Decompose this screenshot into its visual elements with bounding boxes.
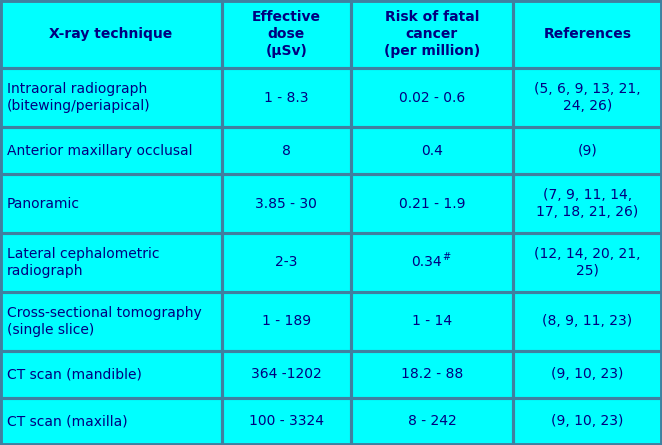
Text: (9, 10, 23): (9, 10, 23) [551, 414, 624, 429]
Text: Anterior maxillary occlusal: Anterior maxillary occlusal [7, 144, 192, 158]
Text: (9): (9) [578, 144, 597, 158]
Bar [513, 69, 662, 127]
Text: X-ray technique: X-ray technique [49, 27, 173, 41]
Bar [351, 0, 513, 69]
Bar [513, 127, 662, 174]
Bar [351, 233, 513, 292]
Text: 18.2 - 88: 18.2 - 88 [401, 367, 463, 381]
Text: 2-3: 2-3 [275, 255, 297, 270]
Bar [351, 127, 513, 174]
Text: Lateral cephalometric
radiograph: Lateral cephalometric radiograph [7, 247, 159, 278]
Bar [351, 69, 513, 127]
Text: 8 - 242: 8 - 242 [408, 414, 456, 429]
Bar [513, 292, 662, 351]
Text: Risk of fatal
cancer
(per million): Risk of fatal cancer (per million) [384, 10, 480, 58]
Bar [0, 69, 222, 127]
Text: #: # [442, 252, 451, 262]
Text: 0.4: 0.4 [421, 144, 443, 158]
Bar [351, 351, 513, 398]
Text: CT scan (mandible): CT scan (mandible) [7, 367, 142, 381]
Text: 0.21 - 1.9: 0.21 - 1.9 [399, 197, 465, 211]
Bar [513, 398, 662, 445]
Text: 0.34: 0.34 [411, 255, 442, 270]
Bar [0, 233, 222, 292]
Text: CT scan (maxilla): CT scan (maxilla) [7, 414, 127, 429]
Text: Cross-sectional tomography
(single slice): Cross-sectional tomography (single slice… [7, 306, 201, 336]
Text: Effective
dose
(μSv): Effective dose (μSv) [252, 10, 321, 58]
Bar [0, 292, 222, 351]
Text: 364 -1202: 364 -1202 [251, 367, 322, 381]
Bar [351, 174, 513, 233]
Text: 1 - 8.3: 1 - 8.3 [264, 91, 308, 105]
Bar [222, 351, 351, 398]
Bar [222, 398, 351, 445]
Bar [351, 292, 513, 351]
Bar [513, 0, 662, 69]
Bar [0, 174, 222, 233]
Bar [222, 0, 351, 69]
Text: Intraoral radiograph
(bitewing/periapical): Intraoral radiograph (bitewing/periapica… [7, 82, 150, 113]
Bar [0, 0, 222, 69]
Bar [351, 398, 513, 445]
Text: Panoramic: Panoramic [7, 197, 79, 211]
Text: 8: 8 [282, 144, 291, 158]
Bar [0, 351, 222, 398]
Bar [222, 233, 351, 292]
Text: 1 - 189: 1 - 189 [261, 314, 311, 328]
Text: (8, 9, 11, 23): (8, 9, 11, 23) [542, 314, 633, 328]
Text: 100 - 3324: 100 - 3324 [249, 414, 324, 429]
Bar [222, 292, 351, 351]
Bar [513, 233, 662, 292]
Bar [0, 127, 222, 174]
Text: 1 - 14: 1 - 14 [412, 314, 452, 328]
Bar [222, 174, 351, 233]
Bar [513, 174, 662, 233]
Text: (12, 14, 20, 21,
25): (12, 14, 20, 21, 25) [534, 247, 641, 278]
Bar [222, 127, 351, 174]
Text: (5, 6, 9, 13, 21,
24, 26): (5, 6, 9, 13, 21, 24, 26) [534, 82, 641, 113]
Bar [513, 351, 662, 398]
Text: (7, 9, 11, 14,
17, 18, 21, 26): (7, 9, 11, 14, 17, 18, 21, 26) [536, 188, 639, 219]
Text: 3.85 - 30: 3.85 - 30 [256, 197, 317, 211]
Bar [222, 69, 351, 127]
Bar [0, 398, 222, 445]
Text: 0.02 - 0.6: 0.02 - 0.6 [399, 91, 465, 105]
Text: (9, 10, 23): (9, 10, 23) [551, 367, 624, 381]
Text: References: References [544, 27, 632, 41]
